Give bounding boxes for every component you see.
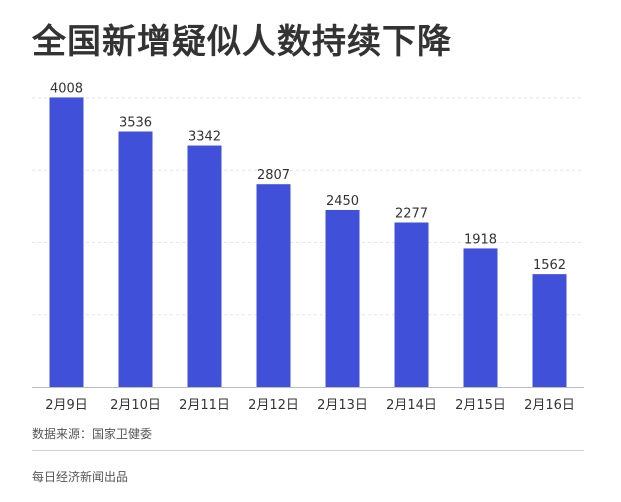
gridlines	[32, 97, 584, 316]
data-label: 2277	[395, 206, 428, 221]
x-tick-label: 2月11日	[179, 398, 230, 413]
chart-title: 全国新增疑似人数持续下降	[32, 22, 452, 62]
bar	[49, 97, 84, 387]
data-label: 4008	[50, 81, 83, 96]
bar	[256, 184, 291, 387]
data-label: 3342	[188, 130, 221, 145]
data-source-note: 数据来源：国家卫健委	[32, 427, 153, 441]
x-tick-label: 2月15日	[455, 398, 506, 413]
data-label: 3536	[119, 116, 152, 131]
publisher-credit: 每日经济新闻出品	[32, 470, 129, 484]
data-label: 1562	[533, 258, 566, 273]
data-label: 2807	[257, 168, 290, 183]
x-axis-tick-labels: 2月9日 2月10日 2月11日 2月12日 2月13日 2月14日 2月15日 2月16日	[45, 398, 575, 413]
bar-chart: 4008 3536 3342 2807 2450 2277 1918 1562 2月9日 2月1…	[32, 81, 584, 413]
x-tick-label: 2月12日	[248, 398, 299, 413]
bar	[325, 209, 360, 387]
x-tick-label: 2月13日	[317, 398, 368, 413]
bar	[118, 131, 153, 387]
x-tick-label: 2月14日	[386, 398, 437, 413]
data-label: 1918	[464, 232, 497, 247]
x-tick-label: 2月10日	[110, 398, 161, 413]
x-tick-label: 2月16日	[524, 398, 575, 413]
bar	[463, 248, 498, 387]
x-tick-label: 2月9日	[45, 398, 88, 413]
data-labels: 4008 3536 3342 2807 2450 2277 1918 1562	[50, 81, 566, 273]
bar	[187, 145, 222, 387]
data-label: 2450	[326, 194, 359, 209]
bar	[394, 222, 429, 387]
bars	[49, 97, 567, 387]
bar	[532, 274, 567, 387]
footer-divider	[32, 450, 584, 451]
